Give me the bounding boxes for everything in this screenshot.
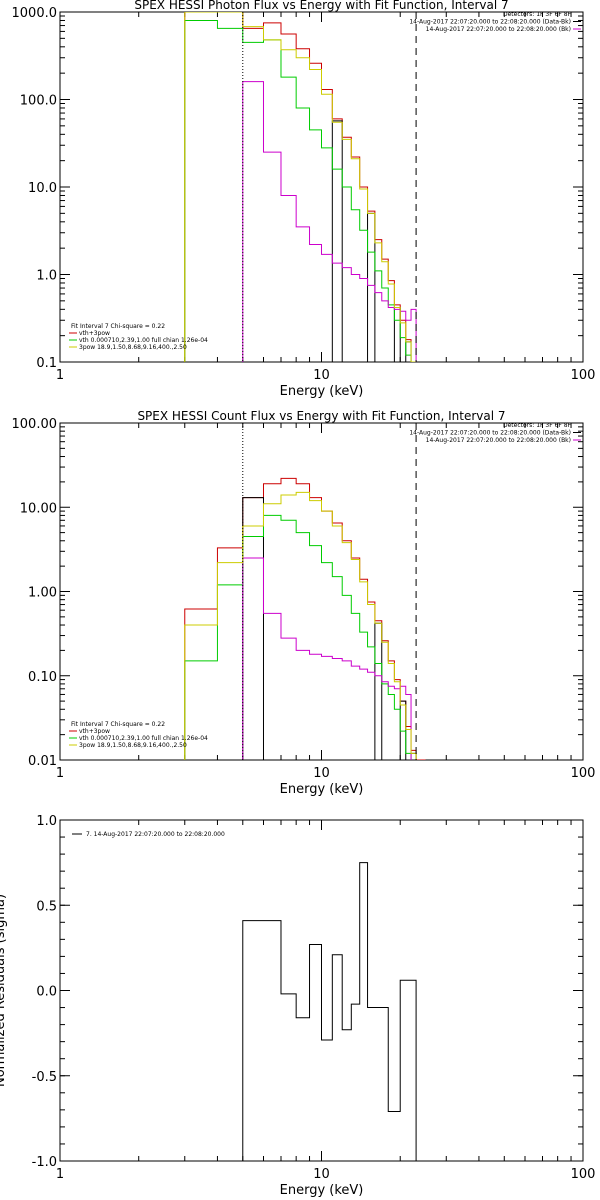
x-axis-label: Energy (keV) [280,1183,364,1198]
x-tick-label: 100 [571,1167,596,1182]
header-line: Detectors: 1F 3F 6F 8F [503,422,572,429]
series-3-line [184,514,412,760]
series-4-line [242,557,412,760]
plot-data [242,862,417,1161]
panel-2: SPEX HESSI Count Flux vs Energy with Fit… [12,409,596,797]
x-tick-label: 1 [56,766,64,781]
x-axis-label: Energy (keV) [280,384,364,399]
legend-line: 3pow 18.9,1.50,8.68,9.16,400.,2.50 [79,344,187,351]
header-line: 14-Aug-2017 22:07:20.000 to 22:08:20.000… [426,437,571,444]
x-tick-label: 100 [571,766,596,781]
x-axis-label: Energy (keV) [280,782,364,797]
panel-1: SPEX HESSI Photon Flux vs Energy with Fi… [12,0,596,399]
legend-line: vth+3pow [79,728,110,735]
plot-frame [59,422,584,761]
legend-line: vth 0.000710,2.39,1.00 full chian 1.26e-… [79,337,208,344]
panel-3: 1 10 100 Energy (keV) -1.0 -0.5 0.0 0.5 1.0 Norma… [0,814,595,1198]
y-tick-label: 1.0 [36,814,57,829]
y-tick-label: -1.0 [32,1155,57,1170]
y-tick-label: 0.1 [36,356,57,371]
legend-line: 3pow 18.9,1.50,8.68,9.16,400.,2.50 [79,742,187,749]
legend-line: vth 0.000710,2.39,1.00 full chian 1.26e-… [79,735,208,742]
series-2-line [331,120,412,362]
series-4-line [242,81,417,362]
y-tick-label: 0.01 [28,754,57,769]
x-tick-label: 1 [56,368,64,383]
legend-line: 7. 14-Aug-2017 22:07:20.000 to 22:08:20.… [86,831,225,838]
y-tick-label: 100.00 [12,417,58,432]
series-5-line [184,12,417,362]
plot-data [184,12,417,362]
y-tick-label: -0.5 [32,1070,57,1085]
legend-line: Fit Interval 7 Chi-square = 0.22 [71,721,165,728]
x-tick-label: 100 [571,368,596,383]
header-line: 14-Aug-2017 22:07:20.000 to 22:08:20.000… [426,26,571,33]
x-tick-label: 1 [56,1167,64,1182]
legend-line: vth+3pow [79,330,110,337]
x-tick-label: 10 [313,1167,330,1182]
plot-data [184,477,426,760]
series-3-line [184,19,417,362]
y-axis-label: Normalized Residuals (sigma) [0,894,8,1087]
y-tick-label: 10.0 [28,181,57,196]
chart-title: SPEX HESSI Photon Flux vs Energy with Fi… [134,0,508,12]
series-2-line [242,497,417,760]
chart-title: SPEX HESSI Count Flux vs Energy with Fit… [137,409,505,423]
series-1-line [184,477,426,760]
legend-line: Fit Interval 7 Chi-square = 0.22 [71,323,165,330]
x-tick-label: 10 [313,766,330,781]
y-tick-label: 1.00 [28,586,57,601]
header-line: 14-Aug-2017 22:07:20.000 to 22:08:20.000… [409,430,571,437]
series-5-line [184,491,417,760]
y-tick-label: 0.10 [28,670,57,685]
y-tick-label: 1.0 [36,269,57,284]
y-tick-label: 10.00 [20,501,57,516]
y-tick-label: 0.5 [36,899,57,914]
series-1-line [184,12,417,362]
y-tick-label: 1000.0 [12,6,58,21]
y-tick-label: 100.0 [20,94,57,109]
y-tick-label: 0.0 [36,985,57,1000]
header-line: 14-Aug-2017 22:07:20.000 to 22:08:20.000… [409,19,571,26]
series-1-line [242,862,417,1161]
header-line: Detectors: 1F 3F 6F 8F [503,11,572,18]
x-tick-label: 10 [313,368,330,383]
